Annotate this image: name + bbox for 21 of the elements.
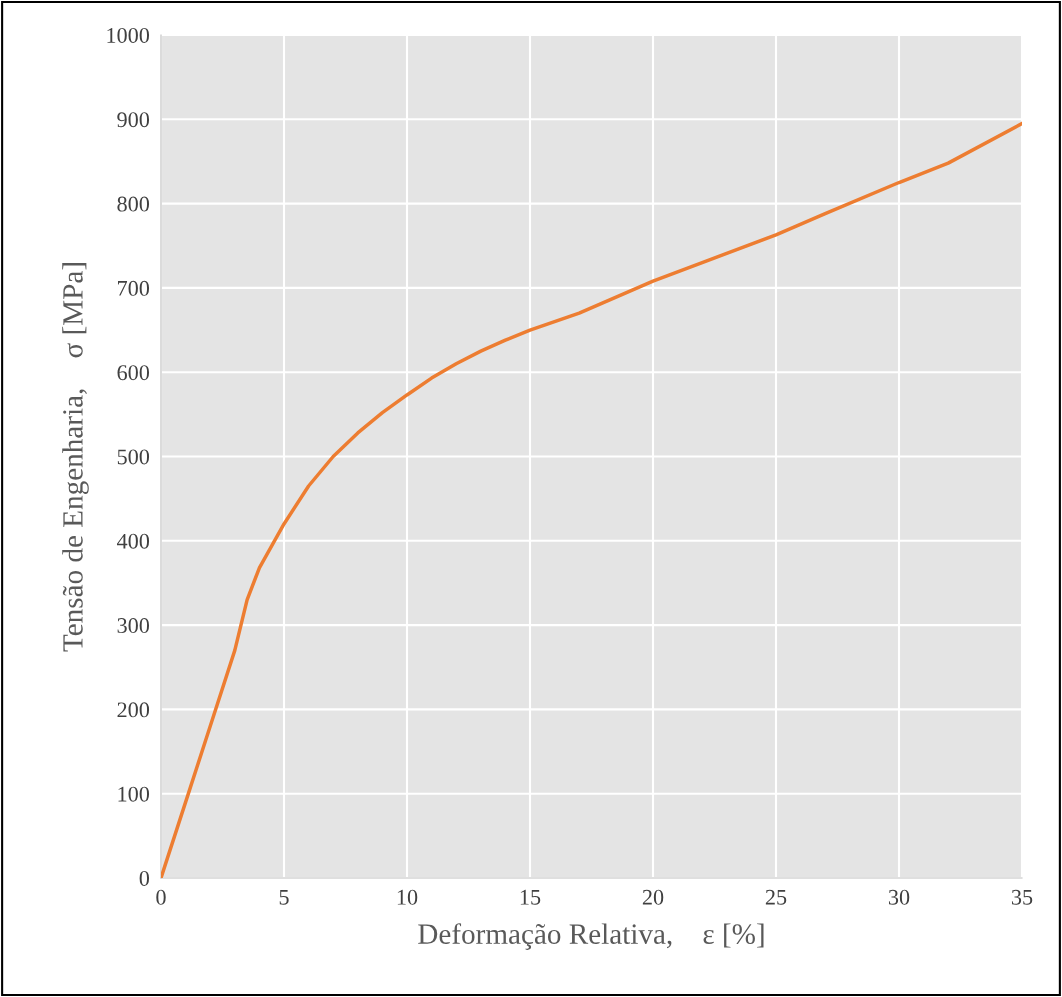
y-tick-label: 300 — [117, 618, 150, 634]
x-tick-label: 10 — [397, 889, 418, 905]
y-axis-title: Tensão de Engenharia, σ [MPa] — [62, 263, 89, 652]
x-tick-label: 25 — [765, 889, 787, 905]
x-tick-label: 5 — [279, 889, 289, 905]
y-tick-label: 600 — [117, 365, 150, 381]
x-tick-label: 20 — [642, 889, 664, 905]
x-axis-title: Deformação Relativa, ε [%] — [418, 923, 764, 950]
x-tick-label: 15 — [520, 889, 541, 905]
x-tick-label: 35 — [1011, 889, 1033, 905]
y-tick-label: 800 — [117, 196, 150, 212]
y-tick-label: 100 — [118, 786, 150, 802]
y-tick-label: 200 — [117, 702, 150, 718]
y-tick-label: 700 — [118, 280, 150, 296]
y-tick-label: 400 — [116, 533, 150, 549]
y-tick-label: 1000 — [107, 27, 150, 43]
y-tick-label: 0 — [139, 870, 150, 886]
y-tick-label: 900 — [117, 112, 150, 128]
x-tick-label: 0 — [156, 889, 166, 905]
y-tick-label: 500 — [117, 449, 150, 465]
x-tick-label: 30 — [888, 889, 910, 905]
